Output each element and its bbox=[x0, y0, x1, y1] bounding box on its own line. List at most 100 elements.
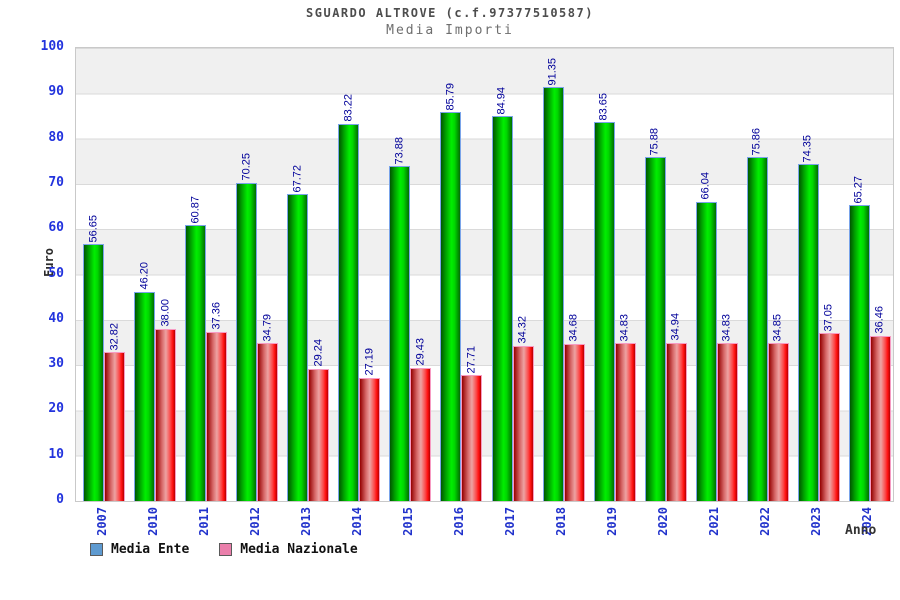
bar-group-2010: 46.20 38.00 2010 bbox=[127, 48, 178, 536]
chart-title: SGUARDO ALTROVE (c.f.97377510587) bbox=[306, 6, 594, 20]
bar-media-ente: 83.65 bbox=[593, 93, 615, 501]
bar-media-ente: 75.88 bbox=[644, 128, 666, 501]
bar-value-label: 34.79 bbox=[261, 313, 274, 342]
bar-group-2021: 66.04 34.83 2021 bbox=[689, 48, 740, 536]
bar-value-label: 66.04 bbox=[699, 172, 712, 200]
legend-label-media-nazionale: Media Nazionale bbox=[240, 541, 358, 557]
bar-media-nazionale: 34.83 bbox=[716, 314, 738, 501]
bar-value-label: 83.22 bbox=[342, 94, 355, 123]
bar-value-label: 36.46 bbox=[873, 306, 886, 334]
bar-group-2007: 56.65 32.82 2007 bbox=[76, 48, 127, 536]
bar-media-ente: 91.35 bbox=[542, 58, 564, 501]
bar-media-nazionale: 34.68 bbox=[563, 314, 585, 501]
x-tick-label: 2019 bbox=[605, 507, 620, 536]
x-tick-label: 2022 bbox=[758, 507, 773, 536]
bar-value-label: 73.88 bbox=[393, 136, 406, 165]
x-tick-label: 2021 bbox=[707, 507, 722, 536]
bar-media-ente: 66.04 bbox=[695, 172, 717, 501]
x-tick-label: 2010 bbox=[145, 507, 160, 536]
bar-media-nazionale: 29.43 bbox=[410, 338, 432, 501]
bar-media-ente: 46.20 bbox=[134, 262, 156, 501]
bar-group-2020: 75.88 34.94 2020 bbox=[638, 48, 689, 536]
y-tick-label: 30 bbox=[48, 356, 64, 372]
x-tick-label: 2013 bbox=[298, 507, 313, 536]
bar-media-nazionale: 27.19 bbox=[359, 348, 381, 501]
bar-media-nazionale: 34.83 bbox=[614, 314, 636, 501]
bar-value-label: 34.32 bbox=[516, 316, 529, 344]
x-tick-label: 2012 bbox=[247, 507, 262, 536]
legend: Media Ente Media Nazionale bbox=[90, 541, 358, 557]
bar-value-label: 37.05 bbox=[822, 303, 835, 332]
bar-value-label: 85.79 bbox=[444, 82, 457, 111]
x-axis-title: Anno bbox=[845, 523, 877, 538]
bar-media-nazionale: 29.24 bbox=[308, 339, 330, 501]
bar-value-label: 27.19 bbox=[363, 348, 376, 376]
bar-value-label: 74.35 bbox=[801, 134, 814, 163]
bar-value-label: 91.35 bbox=[546, 57, 559, 86]
x-tick-label: 2011 bbox=[196, 507, 211, 536]
bar-value-label: 75.86 bbox=[750, 127, 763, 156]
x-tick-label: 2020 bbox=[656, 507, 671, 536]
bar-group-2011: 60.87 37.36 2011 bbox=[178, 48, 229, 536]
bar-media-nazionale: 32.82 bbox=[104, 323, 125, 501]
bar-media-nazionale: 37.05 bbox=[818, 304, 840, 501]
bar-value-label: 34.83 bbox=[618, 313, 631, 342]
bar-value-label: 34.85 bbox=[771, 313, 784, 342]
bar-group-2023: 74.35 37.05 2023 bbox=[791, 48, 842, 536]
x-tick-label: 2015 bbox=[400, 507, 415, 536]
bar-group-2013: 67.72 29.24 2013 bbox=[280, 48, 331, 536]
x-tick-label: 2014 bbox=[349, 507, 364, 536]
bar-media-ente: 85.79 bbox=[440, 83, 462, 501]
bar-value-label: 38.00 bbox=[159, 299, 172, 327]
bar-group-2024: 65.27 36.46 2024 bbox=[842, 48, 893, 536]
bar-media-nazionale: 36.46 bbox=[869, 306, 891, 501]
bar-value-label: 56.65 bbox=[87, 214, 99, 243]
bar-value-label: 29.24 bbox=[312, 339, 325, 367]
bar-media-ente: 84.94 bbox=[491, 87, 513, 501]
bar-media-ente: 74.35 bbox=[797, 135, 819, 501]
bar-media-ente: 60.87 bbox=[185, 196, 207, 501]
x-tick-label: 2016 bbox=[451, 507, 466, 536]
bar-value-label: 83.65 bbox=[597, 92, 610, 121]
bar-group-2022: 75.86 34.85 2022 bbox=[740, 48, 791, 536]
y-tick-label: 0 bbox=[56, 492, 64, 507]
bar-value-label: 34.83 bbox=[720, 313, 733, 342]
bar-value-label: 29.43 bbox=[414, 338, 427, 366]
bar-group-2012: 70.25 34.79 2012 bbox=[229, 48, 280, 536]
y-tick-label: 40 bbox=[48, 310, 64, 326]
bar-value-label: 46.20 bbox=[138, 262, 151, 290]
bar-value-label: 34.68 bbox=[567, 314, 580, 342]
bar-media-nazionale: 34.32 bbox=[512, 316, 534, 501]
y-tick-label: 20 bbox=[48, 401, 64, 417]
bar-value-label: 67.72 bbox=[291, 164, 304, 193]
legend-label-media-ente: Media Ente bbox=[111, 541, 190, 557]
bar-media-nazionale: 34.94 bbox=[665, 313, 687, 501]
bar-value-label: 75.88 bbox=[648, 127, 661, 156]
bar-group-2014: 83.22 27.19 2014 bbox=[331, 48, 382, 536]
bar-group-2019: 83.65 34.83 2019 bbox=[587, 48, 638, 536]
plot-area: 56.65 32.82 2007 46.20 38.00 2010 60.87 37.36 20… bbox=[75, 47, 894, 536]
bar-media-ente: 67.72 bbox=[287, 165, 309, 501]
x-tick-label: 2023 bbox=[809, 507, 824, 536]
bar-group-2015: 73.88 29.43 2015 bbox=[382, 48, 433, 536]
chart-subtitle: Media Importi bbox=[386, 23, 514, 38]
bar-group-2017: 84.94 34.32 2017 bbox=[485, 48, 536, 536]
bar-media-ente: 83.22 bbox=[338, 94, 360, 501]
bar-media-nazionale: 34.79 bbox=[257, 314, 279, 501]
y-tick-label: 10 bbox=[48, 446, 64, 462]
y-tick-label: 100 bbox=[40, 39, 64, 54]
x-tick-label: 2007 bbox=[94, 507, 109, 536]
legend-swatch-media-nazionale bbox=[219, 542, 233, 556]
bar-group-2016: 85.79 27.71 2016 bbox=[433, 48, 484, 536]
y-axis-ticks: 0 10 20 30 40 50 60 70 80 90 100 bbox=[0, 40, 70, 507]
bar-value-label: 60.87 bbox=[189, 195, 202, 224]
bar-value-label: 65.27 bbox=[852, 175, 865, 204]
bar-value-label: 27.71 bbox=[465, 345, 478, 374]
y-tick-label: 90 bbox=[48, 84, 64, 100]
bar-media-ente: 65.27 bbox=[848, 176, 870, 501]
legend-swatch-media-ente bbox=[90, 542, 103, 556]
y-tick-label: 70 bbox=[48, 174, 64, 190]
bar-value-label: 34.94 bbox=[669, 313, 682, 341]
bar-value-label: 37.36 bbox=[210, 302, 223, 330]
